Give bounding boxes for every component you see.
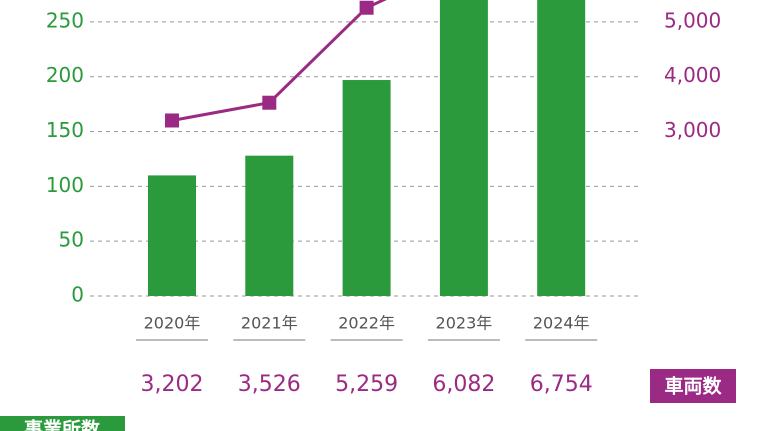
y2-tick-label: 3,000: [664, 118, 721, 142]
x-tick-label: 2020年: [144, 314, 201, 333]
bar: [148, 175, 196, 296]
y2-tick-label: 4,000: [664, 63, 721, 87]
row-label-box: [0, 416, 125, 431]
line-marker: [262, 95, 277, 110]
bar: [245, 155, 294, 296]
value-label: 5,259: [335, 372, 398, 397]
x-tick-label: 2022年: [338, 314, 395, 333]
line-marker: [165, 113, 179, 128]
y2-tick-label: 5,000: [664, 8, 721, 32]
y-tick-label: 0: [71, 283, 84, 307]
y-tick-label: 100: [46, 173, 84, 197]
value-label: 6,754: [530, 372, 593, 397]
x-tick-label: 2023年: [436, 314, 493, 333]
value-label: 3,526: [238, 372, 301, 397]
bar: [537, 0, 586, 296]
y-tick-label: 250: [46, 8, 84, 32]
line-marker: [359, 0, 374, 15]
x-tick-label: 2024年: [533, 314, 590, 333]
bar: [342, 80, 391, 296]
x-tick-label: 2021年: [241, 314, 298, 333]
y-tick-label: 150: [46, 118, 84, 142]
series-label: 車両数: [664, 375, 722, 398]
row-label: 事業所数: [24, 418, 101, 431]
value-label: 6,082: [432, 372, 495, 397]
value-label: 3,202: [141, 372, 204, 397]
series-label-box: [650, 369, 736, 403]
bar: [439, 0, 488, 296]
y-tick-label: 200: [46, 63, 84, 87]
y-tick-label: 50: [59, 228, 84, 252]
